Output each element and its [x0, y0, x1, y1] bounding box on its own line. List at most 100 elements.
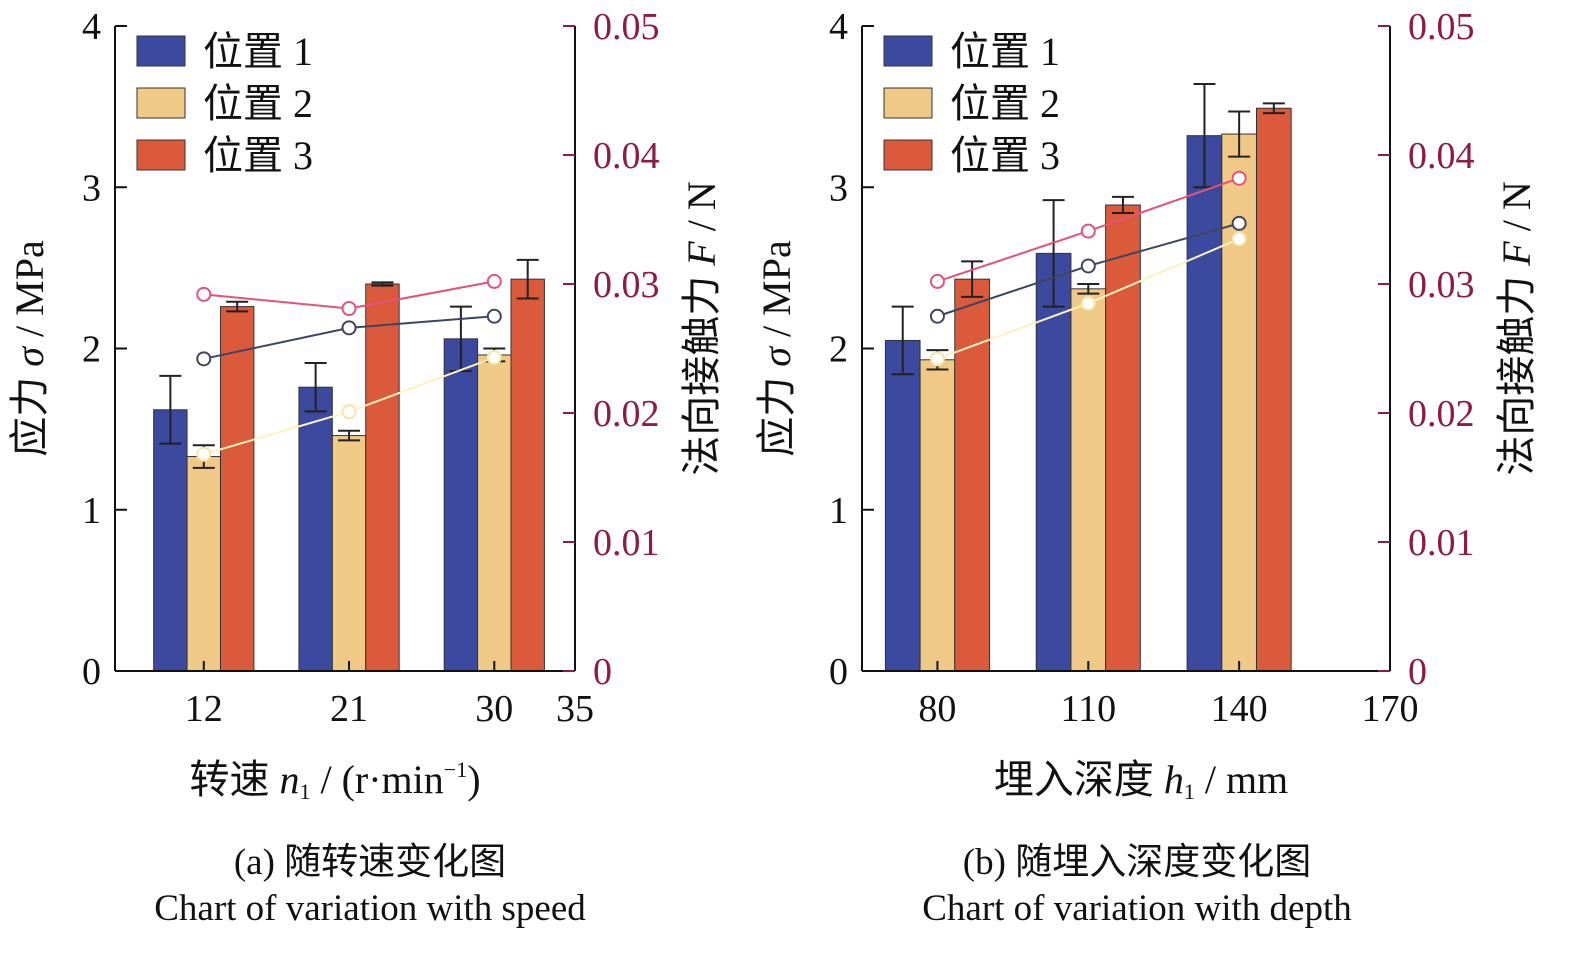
caption-b-en: Chart of variation with depth [922, 888, 1352, 929]
legend-label-a-2: 位置 3 [203, 133, 313, 178]
x-axis-label-var-b: h [1164, 757, 1184, 802]
ytick-label-right-a-4: 0.04 [593, 135, 660, 177]
y-axis-right-label-unit-a: / N [679, 181, 724, 241]
legend-swatch-b-0 [883, 35, 933, 67]
legend-swatch-a-1 [136, 87, 186, 119]
bar-b-s2-0 [919, 359, 956, 672]
legend-label-b-0: 位置 1 [950, 29, 1060, 74]
y-axis-left-label-a: 应力 σ / MPa [7, 240, 52, 457]
marker-a-s3-0 [196, 286, 212, 302]
x-axis-label-sub-b: 1 [1184, 779, 1195, 804]
bar-b-s3-2 [1255, 107, 1292, 672]
y-axis-left-label-var-b: σ [754, 346, 799, 367]
ytick-label-left-a-2: 2 [82, 329, 101, 371]
marker-a-s3-1 [341, 301, 357, 317]
marker-b-s2-0 [929, 351, 945, 367]
chart-b: 0 1 2 3 4 0 0.01 0.02 0.03 0.04 0.05 80 110 140 170 埋入深… [754, 6, 1539, 804]
y-axis-right-label-a: 法向接触力 F / N [679, 181, 724, 475]
caption-a: (a) 随转速变化图 Chart of variation with speed [20, 840, 720, 932]
y-axis-left-label-text-b: 应力 [754, 367, 799, 457]
ytick-label-left-b-2: 2 [829, 329, 848, 371]
xtick-label-a-0: 12 [185, 688, 223, 730]
legend-swatch-a-0 [136, 35, 186, 67]
x-axis-label-sub-a: 1 [299, 779, 310, 804]
marker-b-s1-1 [1080, 258, 1096, 274]
ytick-label-right-a-0: 0 [593, 651, 612, 693]
marker-a-s3-2 [486, 273, 502, 289]
bar-b-s1-0 [884, 339, 921, 672]
marker-a-s2-0 [196, 446, 212, 462]
bar-a-s3-2 [510, 278, 545, 672]
x-axis-label-a: 转速 n1 / (r·min−1) [189, 757, 480, 804]
bar-a-s1-2 [443, 338, 479, 672]
ytick-label-left-b-1: 1 [829, 490, 848, 532]
y-axis-right-label-b: 法向接触力 F / N [1494, 181, 1539, 475]
x-axis-label-b: 埋入深度 h1 / mm [994, 757, 1288, 804]
bar-a-s1-1 [298, 386, 333, 672]
bar-a-s2-0 [186, 456, 221, 672]
y-axis-right-label-var-a: F [679, 241, 724, 267]
xtick-label-b-2: 140 [1211, 688, 1268, 730]
marker-a-s1-1 [341, 320, 357, 336]
legend-swatch-b-1 [883, 87, 933, 119]
ytick-label-right-b-3: 0.03 [1408, 264, 1475, 306]
xtick-label-b-0: 80 [918, 688, 956, 730]
x-axis-label-var-a: n [279, 757, 299, 802]
ytick-label-right-b-2: 0.02 [1408, 393, 1475, 435]
legend-label-b-1: 位置 2 [950, 81, 1060, 126]
caption-b: (b) 随埋入深度变化图 Chart of variation with dep… [787, 840, 1487, 932]
marker-b-s1-0 [929, 308, 945, 324]
ytick-label-left-a-4: 4 [82, 6, 101, 48]
caption-a-cn: (a) 随转速变化图 [233, 842, 507, 883]
y-axis-left-label-text-a: 应力 [7, 367, 52, 457]
xtick-label-a-1: 21 [330, 688, 368, 730]
legend-swatch-b-2 [883, 139, 933, 171]
x-axis-label-text-a: 转速 [189, 757, 279, 802]
ytick-label-right-b-1: 0.01 [1408, 522, 1475, 564]
x-axis-label-unit-a: / (r·min [310, 757, 443, 802]
ytick-label-left-a-3: 3 [82, 167, 101, 209]
ytick-label-left-a-1: 1 [82, 490, 101, 532]
y-axis-left-label-unit-b: / MPa [754, 240, 799, 347]
marker-b-s1-2 [1231, 215, 1247, 231]
ytick-label-left-b-4: 4 [829, 6, 848, 48]
bar-b-s3-1 [1105, 204, 1141, 672]
xtick-label-a-3: 35 [556, 688, 594, 730]
legend-label-a-1: 位置 2 [203, 81, 313, 126]
marker-a-s2-2 [486, 350, 502, 366]
legend-label-b-2: 位置 3 [950, 133, 1060, 178]
y-axis-right-label-text-a: 法向接触力 [679, 266, 724, 476]
x-axis-label-sup-a: −1 [444, 757, 467, 782]
bar-a-s2-2 [477, 354, 512, 672]
bar-b-s1-2 [1186, 135, 1223, 672]
y-axis-right-label-var-b: F [1494, 241, 1539, 267]
bar-a-s2-1 [331, 435, 367, 672]
ytick-label-right-b-4: 0.04 [1408, 135, 1475, 177]
caption-b-cn: (b) 随埋入深度变化图 [962, 842, 1312, 883]
y-axis-right-label-text-b: 法向接触力 [1494, 266, 1539, 476]
x-axis-label-close-a: ) [467, 757, 480, 802]
xtick-label-b-3: 170 [1362, 688, 1419, 730]
x-axis-label-text-b: 埋入深度 [994, 757, 1164, 802]
legend-swatch-a-2 [136, 139, 186, 171]
marker-a-s1-2 [486, 308, 502, 324]
ytick-label-left-a-0: 0 [82, 651, 101, 693]
marker-b-s3-0 [929, 273, 945, 289]
xtick-label-a-2: 30 [475, 688, 513, 730]
y-axis-left-label-b: 应力 σ / MPa [754, 240, 799, 457]
bar-a-s3-0 [219, 306, 255, 672]
bar-b-s3-0 [954, 278, 990, 672]
bar-a-s3-1 [365, 283, 400, 672]
ytick-label-right-a-2: 0.02 [593, 393, 660, 435]
ytick-label-left-b-0: 0 [829, 651, 848, 693]
bar-b-s2-1 [1070, 288, 1107, 672]
ytick-label-right-a-5: 0.05 [593, 6, 660, 48]
marker-a-s2-1 [341, 404, 357, 420]
bar-b-s2-2 [1221, 133, 1257, 672]
marker-a-s1-0 [196, 351, 212, 367]
marker-b-s3-1 [1080, 223, 1096, 239]
xtick-label-b-1: 110 [1060, 688, 1116, 730]
legend-label-a-0: 位置 1 [203, 29, 313, 74]
